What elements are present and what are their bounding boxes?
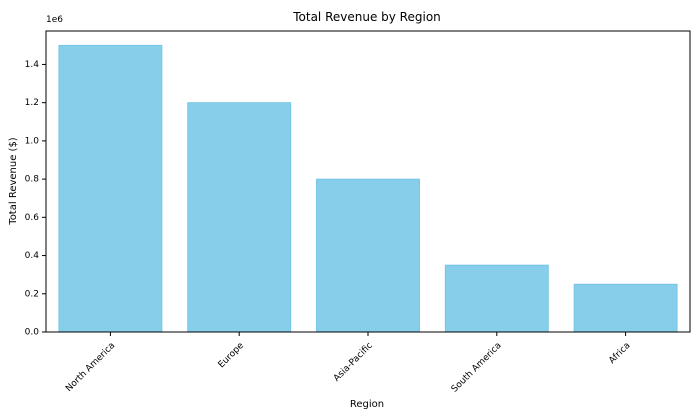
y-axis-ticks: 0.0 0.2 0.4 0.6 0.8 1.0 1.2 1.4	[25, 60, 46, 338]
x-axis-ticks: North America Europe Asia-Pacific South Ame…	[64, 332, 632, 395]
plot-frame	[45, 30, 691, 333]
chart-title: Total Revenue by Region	[292, 10, 441, 24]
x-axis-label: Region	[350, 399, 384, 410]
bars-group	[58, 44, 678, 333]
bar	[316, 178, 420, 333]
y-tick-label: 0.6	[25, 213, 40, 223]
x-tick-label: South America	[450, 341, 504, 395]
y-tick-label: 1.0	[25, 136, 40, 146]
y-axis-label: Total Revenue ($)	[8, 137, 19, 226]
y-axis-multiplier: 1e6	[46, 15, 63, 25]
bar	[58, 44, 163, 333]
bar	[573, 283, 678, 333]
y-tick-label: 0.2	[25, 289, 39, 299]
y-tick-label: 0.8	[25, 175, 40, 185]
y-tick-label: 1.2	[25, 98, 39, 108]
x-tick-label: North America	[64, 341, 117, 394]
y-tick-label: 0.0	[25, 328, 40, 338]
x-tick-label: Africa	[607, 341, 632, 366]
bar	[187, 102, 292, 333]
y-tick-label: 1.4	[25, 60, 40, 70]
x-tick-label: Asia-Pacific	[332, 341, 375, 384]
x-tick-label: Europe	[217, 340, 247, 370]
bar	[444, 264, 549, 333]
y-tick-label: 0.4	[25, 251, 40, 261]
